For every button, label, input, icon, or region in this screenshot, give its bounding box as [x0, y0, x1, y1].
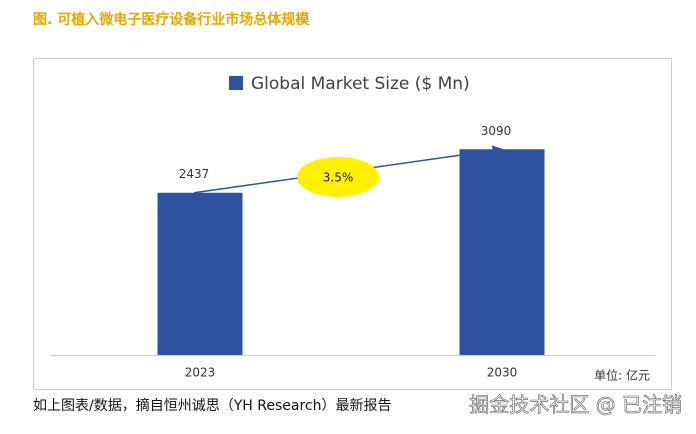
legend-swatch [229, 76, 243, 90]
value-label: 3090 [481, 124, 512, 138]
legend-label: Global Market Size ($ Mn) [251, 74, 470, 94]
unit-note: 单位: 亿元 [594, 368, 650, 383]
bar [459, 149, 545, 355]
caption: 图. 可植入微电子医疗设备行业市场总体规模 [33, 11, 310, 28]
bar [157, 192, 243, 355]
cagr-label: 3.5% [323, 171, 354, 185]
value-label: 2437 [179, 167, 210, 181]
footer: 如上图表/数据，摘自恒州诚思（YH Research）最新报告 [33, 397, 391, 414]
cagr-bubble [297, 157, 379, 197]
x-tick-label: 2030 [487, 366, 518, 380]
watermark: 掘金技术社区 @ 已注销 [469, 393, 682, 417]
chart-frame [33, 58, 672, 390]
x-tick-label: 2023 [185, 366, 216, 380]
